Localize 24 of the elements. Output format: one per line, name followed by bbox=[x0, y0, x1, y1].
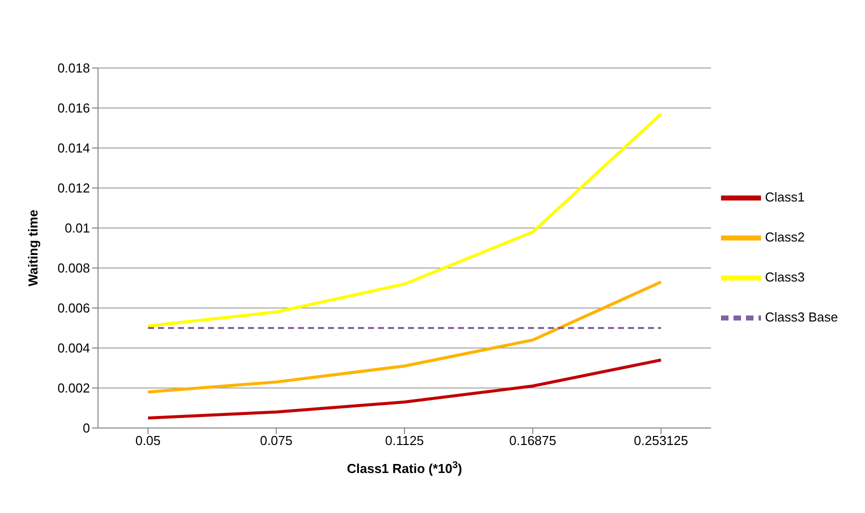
line-series bbox=[146, 358, 663, 420]
y-tick-label: 0.018 bbox=[57, 60, 90, 76]
y-tick-label: 0.01 bbox=[64, 220, 90, 236]
y-tick-label: 0.008 bbox=[57, 260, 90, 276]
y-tick-label: 0.016 bbox=[57, 100, 90, 116]
legend-label: Class2 bbox=[765, 229, 805, 244]
legend-label: Class3 Base bbox=[765, 309, 838, 324]
y-axis-title: Waiting time bbox=[26, 210, 41, 286]
legend-label: Class1 bbox=[765, 189, 805, 204]
line-series bbox=[146, 280, 663, 394]
y-tick-label: 0.006 bbox=[57, 300, 90, 316]
y-tick-label: 0.014 bbox=[57, 140, 90, 156]
y-tick-label: 0 bbox=[82, 420, 90, 436]
y-tick-label: 0.012 bbox=[57, 180, 90, 196]
x-axis-title: Class1 Ratio (*10$^{3}$) bbox=[346, 460, 462, 476]
y-tick-label: 0.004 bbox=[57, 340, 90, 356]
x-tick-label: 0.05 bbox=[135, 433, 161, 448]
x-tick-label: 0.1125 bbox=[385, 433, 424, 448]
x-tick-label: 0.253125 bbox=[634, 433, 688, 448]
legend-label: Class3 bbox=[765, 269, 805, 284]
x-tick-label: 0.16875 bbox=[509, 433, 556, 448]
line-series bbox=[146, 112, 663, 328]
x-tick-label: 0.075 bbox=[260, 433, 293, 448]
y-tick-label: 0.002 bbox=[57, 380, 90, 396]
